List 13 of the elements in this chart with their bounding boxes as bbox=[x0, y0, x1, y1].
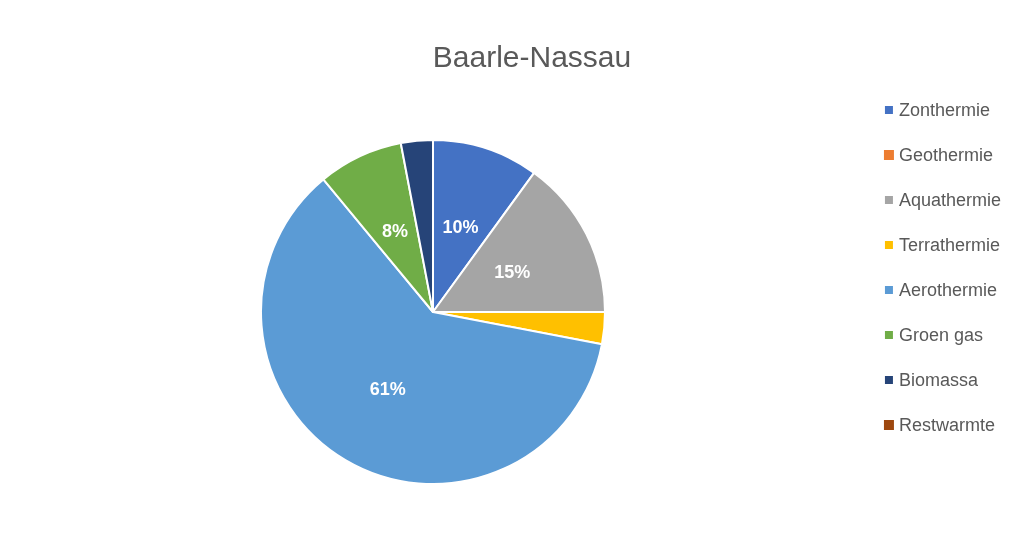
data-label: 8% bbox=[382, 221, 409, 242]
chart-title: Baarle-Nassau bbox=[432, 39, 632, 73]
legend-label: Geothermie bbox=[898, 145, 993, 165]
data-label: 15% bbox=[494, 261, 531, 282]
legend-label: Terrathermie bbox=[898, 235, 1000, 255]
legend-label: Aquathermie bbox=[898, 190, 1001, 210]
legend-label: Biomassa bbox=[898, 370, 979, 390]
data-label: 61% bbox=[369, 378, 406, 399]
legend-label: Restwarmte bbox=[898, 415, 995, 435]
legend-label: Zonthermie bbox=[898, 100, 990, 120]
data-label: 10% bbox=[442, 217, 479, 238]
legend-label: Aerothermie bbox=[898, 280, 997, 300]
legend-label: Groen gas bbox=[898, 325, 983, 345]
